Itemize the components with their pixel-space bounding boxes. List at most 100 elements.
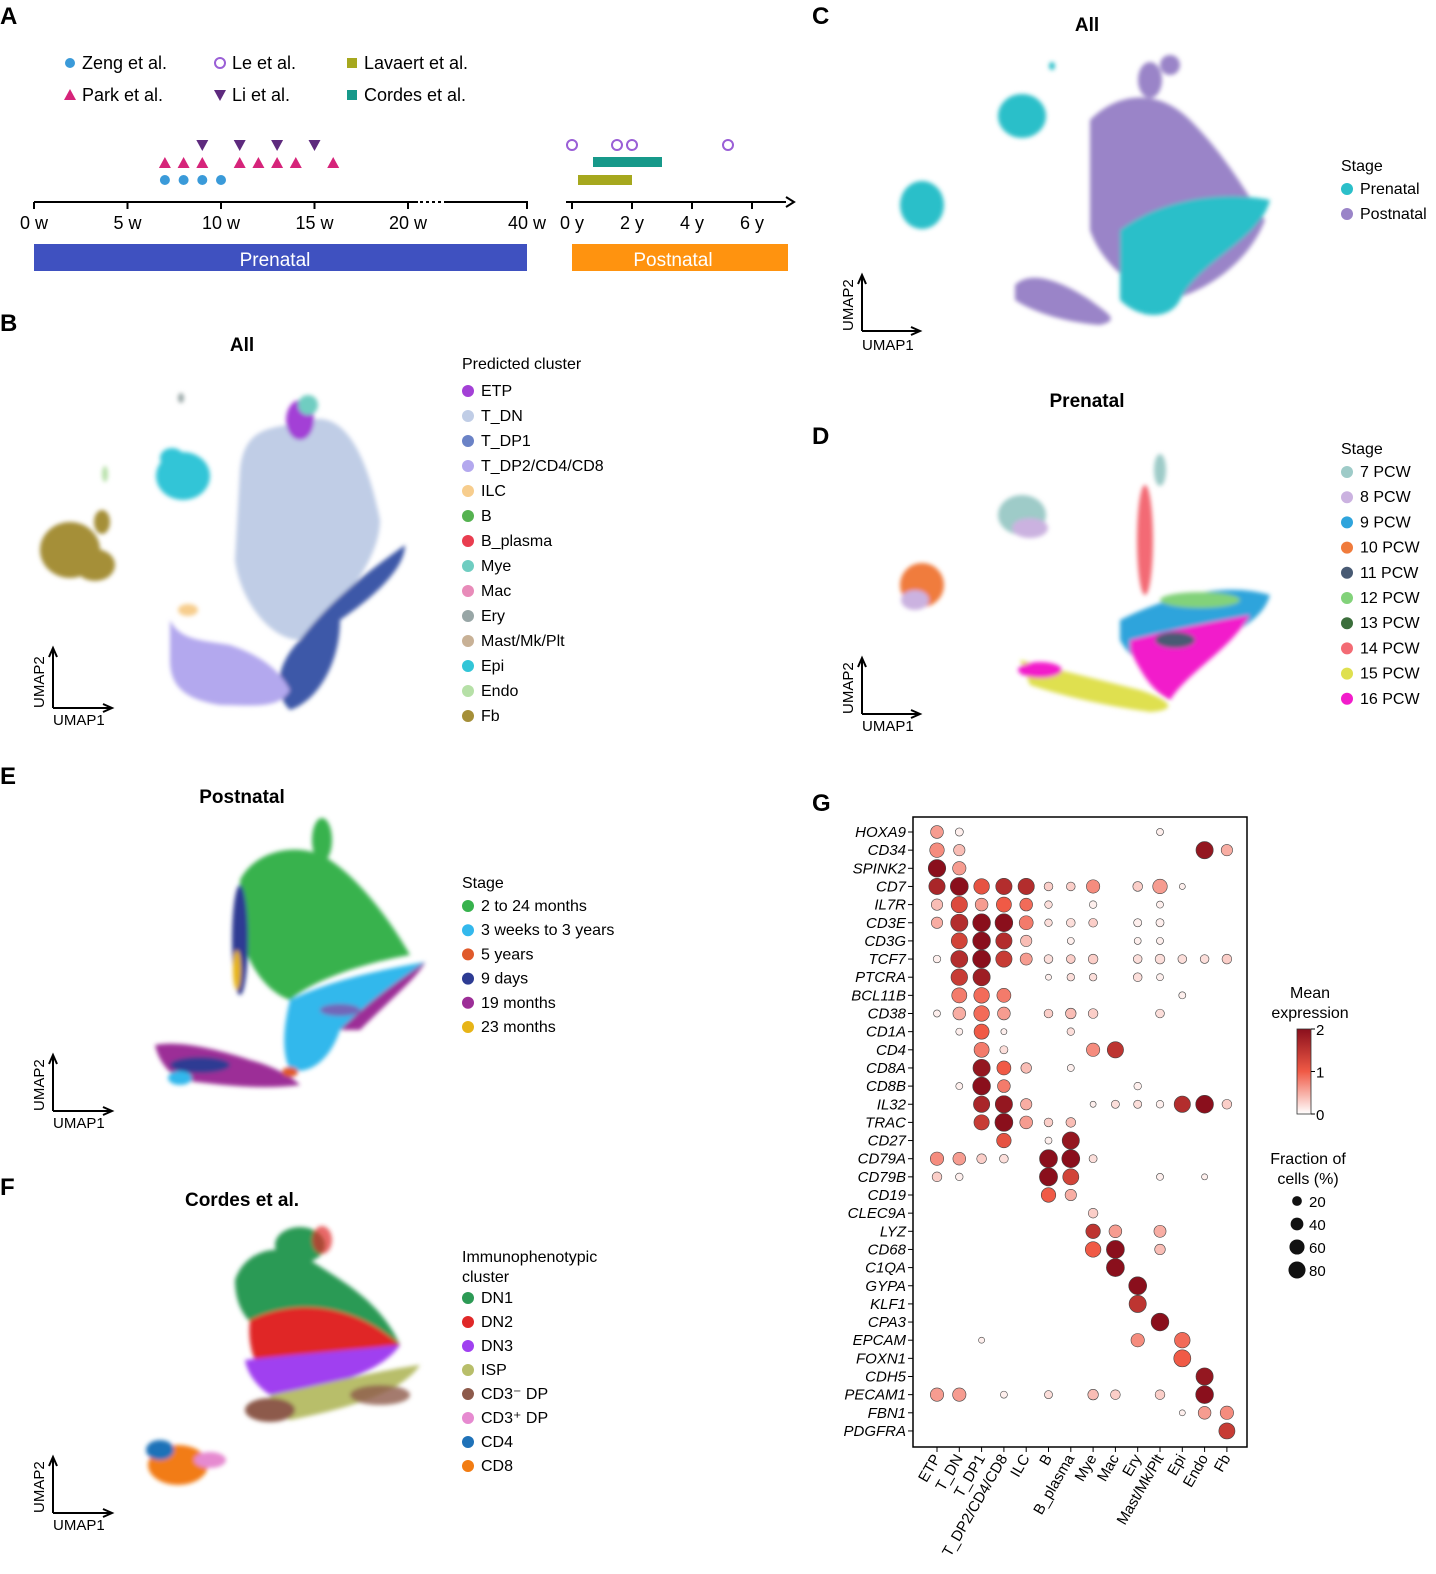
dot-il32-epi <box>1173 1095 1191 1113</box>
dot-pecam1-b <box>1044 1390 1053 1399</box>
legend-item-label: DN3 <box>481 1338 513 1355</box>
dot-cd3e-ery <box>1133 918 1143 928</box>
dot-cd8a-t-dp2-cd4-cd8 <box>996 1060 1012 1076</box>
dot-lyz-mye <box>1085 1223 1101 1239</box>
panel-letter-a: A <box>0 3 17 30</box>
gene-label: C1QA <box>865 1260 906 1277</box>
dot-trac-b-plasma <box>1065 1117 1076 1128</box>
dot-clec9a-mye <box>1087 1207 1099 1219</box>
panel-b: B All UMAP1 UMAP2 Predicted cluster E <box>0 310 604 729</box>
legend-swatch-icon <box>462 685 474 697</box>
legend-swatch-icon <box>462 585 474 597</box>
dot-cd79b-t-dn <box>955 1172 964 1181</box>
dot-pecam1-t-dp2-cd4-cd8 <box>1000 1390 1008 1399</box>
legend-swatch-icon <box>462 510 474 522</box>
legend-item-label: T_DP1 <box>481 433 531 450</box>
dot-cd34-t-dn <box>953 844 966 857</box>
legend-marker-triangle-down-icon <box>214 90 226 101</box>
gene-label: IL32 <box>877 1096 907 1113</box>
legend-e: 2 to 24 months 3 weeks to 3 years 5 years 9… <box>462 898 614 1036</box>
dot-epcam-epi <box>1174 1332 1191 1349</box>
dot-cd7-mast-mk-plt <box>1152 878 1168 895</box>
gene-label: CD3E <box>866 915 907 932</box>
umap-ylabel-b: UMAP2 <box>31 656 48 708</box>
size-legend-dot-icon <box>1288 1261 1306 1279</box>
arrow-right-icon <box>102 1106 115 1116</box>
dot-ptcra-mast-mk-plt <box>1156 973 1164 982</box>
legend-d: 7 PCW 8 PCW 9 PCW 10 PCW 11 PCW 12 PCW 13 PCW 1… <box>1341 464 1420 708</box>
umap-xlabel-f: UMAP1 <box>53 1517 105 1534</box>
gene-label: GYPA <box>865 1278 906 1295</box>
dot-tcf7-fb <box>1221 953 1233 965</box>
color-legend-title-line1: Mean <box>1290 985 1330 1002</box>
gene-label: CD79B <box>858 1169 906 1186</box>
li-marker <box>233 140 246 151</box>
dot-cd4-t-dp1 <box>973 1041 990 1058</box>
size-legend-label: 40 <box>1309 1217 1326 1234</box>
arrow-up-icon <box>48 1052 58 1065</box>
gene-label: CD4 <box>876 1042 906 1059</box>
legend-item-label: CD8 <box>481 1458 513 1475</box>
legend-swatch-icon <box>462 924 474 937</box>
dot-trac-ilc <box>1019 1115 1033 1130</box>
le-marker <box>626 139 638 151</box>
dot-bcl11b-t-dp2-cd4-cd8 <box>996 988 1012 1003</box>
dot-cd3g-ilc <box>1020 934 1033 947</box>
park-marker <box>289 157 302 168</box>
dot-cd34-fb <box>1220 844 1233 857</box>
legend-swatch-icon <box>462 385 474 397</box>
dot-tcf7-t-dn <box>950 950 969 968</box>
dot-pecam1-t-dn <box>952 1387 967 1402</box>
dot-cd8b-t-dp1 <box>972 1076 991 1096</box>
legend-swatch-icon <box>462 1316 474 1328</box>
legend-item-label: 5 years <box>481 946 533 963</box>
panel-f-title: Cordes et al. <box>185 1190 299 1211</box>
gene-label: CD27 <box>868 1133 907 1150</box>
park-marker <box>158 157 171 168</box>
color-scale-bar <box>1296 1028 1312 1115</box>
dot-cd3e-b <box>1044 918 1053 927</box>
gene-label: HOXA9 <box>855 824 907 841</box>
dot-cd79b-etp <box>931 1171 943 1183</box>
dot-cd38-b <box>1043 1008 1054 1019</box>
dot-cd34-etp <box>929 842 945 858</box>
cordes-range-bar <box>593 157 662 167</box>
legend-item-label: ISP <box>481 1362 507 1379</box>
dot-il7r-etp <box>931 898 943 911</box>
dot-fbn1-endo <box>1197 1406 1212 1420</box>
legend-item-label: Fb <box>481 708 500 725</box>
tick-label: 4 y <box>680 213 704 233</box>
dot-epcam-ery <box>1130 1333 1145 1348</box>
park-marker <box>271 157 284 168</box>
umap-axes-e: UMAP1 UMAP2 <box>31 1052 115 1132</box>
timeline-ticks: 0 w 5 w 10 w 15 w 20 w 40 w 0 y 2 y 4 y 6 y <box>20 202 764 233</box>
lavaert-range-bar <box>578 175 632 185</box>
dot-cd79a-b-plasma <box>1061 1149 1081 1168</box>
dot-tcf7-ilc <box>1019 952 1033 966</box>
panel-letter-c: C <box>812 3 829 30</box>
gene-label: SPINK2 <box>853 860 907 877</box>
dot-cd8a-ilc <box>1020 1062 1032 1074</box>
dot-cd8a-b-plasma <box>1066 1064 1075 1072</box>
dot-fbn1-epi <box>1178 1409 1186 1417</box>
tick-label: 0 y <box>560 213 584 233</box>
legend-item-label: Ery <box>481 608 505 625</box>
prenatal-bar-label: Prenatal <box>240 250 311 271</box>
dot-il32-mac <box>1111 1099 1120 1109</box>
panel-letter-d: D <box>812 423 829 450</box>
size-legend-dot-icon <box>1290 1217 1304 1231</box>
legend-label: Zeng et al. <box>82 53 167 73</box>
dot-cd79a-t-dp2-cd4-cd8 <box>999 1154 1009 1164</box>
legend-swatch-icon <box>1341 466 1353 478</box>
dot-il32-ery <box>1133 1099 1143 1109</box>
dot-cd38-mye <box>1087 1008 1099 1019</box>
legend-item-label: 19 months <box>481 995 556 1012</box>
dot-klf1-ery <box>1128 1294 1147 1313</box>
umap-e <box>155 818 425 1088</box>
dot-il32-ilc <box>1020 1098 1033 1111</box>
dot-il32-fb <box>1221 1099 1233 1110</box>
legend-swatch-icon <box>462 1021 474 1033</box>
li-marker <box>271 140 284 151</box>
gene-label: PECAM1 <box>844 1387 906 1404</box>
